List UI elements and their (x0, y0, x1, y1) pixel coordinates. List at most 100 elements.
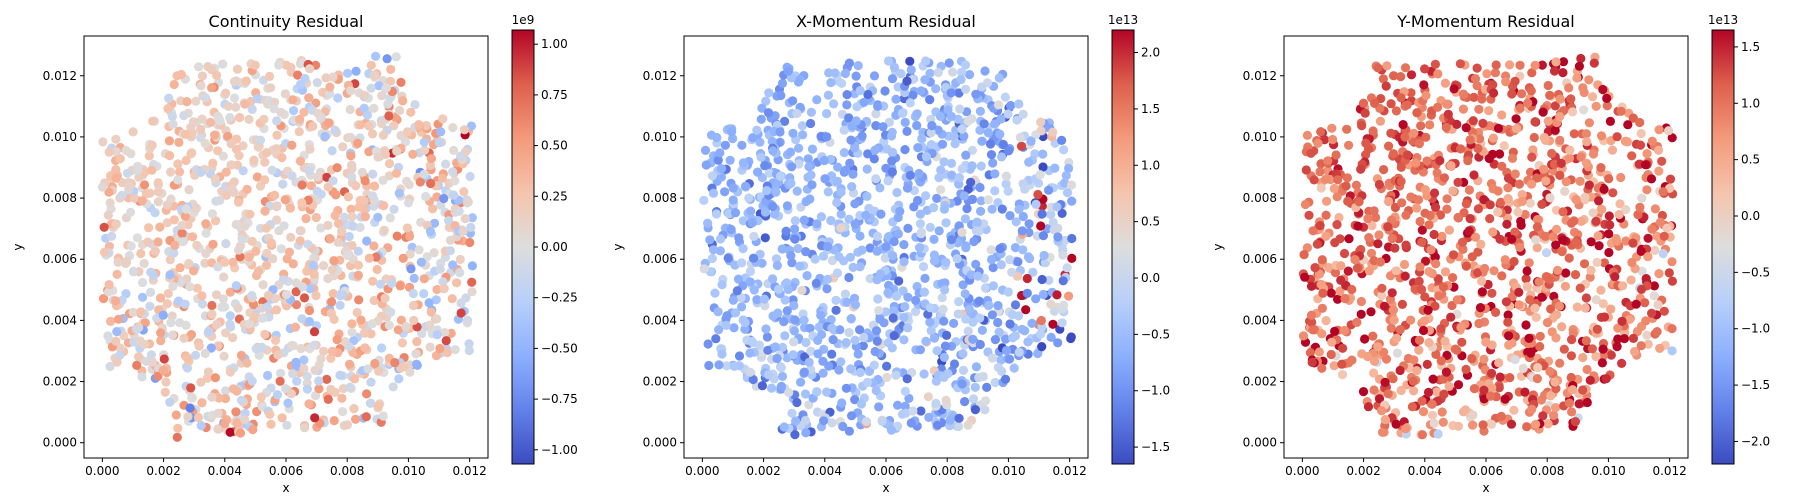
scatter-point (1527, 152, 1537, 162)
scatter-point (1399, 259, 1410, 270)
scatter-point (864, 203, 874, 213)
scatter-point (728, 183, 738, 193)
scatter-point (1386, 99, 1396, 109)
scatter-point (192, 283, 202, 293)
scatter-point (902, 183, 913, 193)
scatter-point (851, 71, 861, 81)
scatter-point (1003, 287, 1013, 297)
scatter-point (814, 322, 824, 332)
scatter-point (225, 319, 235, 329)
scatter-point (900, 145, 910, 155)
scatter-point (211, 290, 222, 300)
scatter-point (1545, 275, 1555, 285)
scatter-point (1425, 120, 1435, 130)
scatter-point (1013, 257, 1023, 267)
scatter-point (1457, 237, 1468, 247)
scatter-point (775, 127, 785, 137)
scatter-point (289, 106, 299, 116)
scatter-point (925, 68, 935, 78)
scatter-point (1422, 359, 1432, 369)
colorbar-tick-label: 0.5 (1141, 215, 1160, 229)
scatter-point (1598, 84, 1608, 95)
scatter-point (1582, 364, 1592, 375)
scatter-point (1438, 282, 1449, 292)
scatter-point (1576, 216, 1586, 226)
scatter-point (768, 146, 778, 156)
scatter-point (840, 68, 851, 79)
scatter-point (282, 420, 292, 430)
scatter-point (1474, 104, 1484, 114)
scatter-point (1514, 300, 1524, 310)
scatter-point (1429, 229, 1439, 240)
colorbar-tick-label: −1.0 (1141, 384, 1170, 398)
scatter-point (728, 134, 738, 144)
scatter-point (1489, 88, 1499, 98)
scatter-point (959, 131, 969, 141)
scatter-point (397, 338, 407, 348)
scatter-point (1062, 188, 1073, 198)
scatter-point (988, 263, 998, 273)
scatter-point (182, 352, 192, 363)
scatter-point (300, 423, 310, 433)
scatter-point (881, 242, 891, 252)
scatter-point (367, 191, 378, 201)
scatter-point (957, 124, 967, 134)
scatter-point (1414, 345, 1424, 355)
scatter-point (426, 154, 436, 164)
scatter-point (1406, 88, 1416, 98)
colorbar-tick-label: 0.0 (1741, 209, 1760, 223)
scatter-point (126, 241, 136, 251)
scatter-point (919, 369, 929, 379)
scatter-point (1473, 143, 1483, 154)
scatter-point (290, 322, 300, 332)
scatter-point (273, 350, 283, 360)
scatter-point (261, 223, 271, 233)
scatter-point (813, 335, 823, 345)
scatter-point (857, 131, 867, 141)
scatter-point (997, 204, 1007, 214)
scatter-point (458, 226, 468, 236)
scatter-point (262, 302, 272, 312)
scatter-point (264, 71, 275, 81)
scatter-point (1422, 156, 1432, 166)
scatter-point (740, 324, 750, 334)
x-tick-label: 0.008 (330, 464, 364, 478)
scatter-point (1417, 225, 1427, 235)
scatter-point (738, 158, 749, 168)
scatter-point (1531, 419, 1541, 429)
scatter-point (388, 382, 398, 392)
scatter-point (1057, 318, 1067, 328)
scatter-point (1332, 220, 1342, 230)
scatter-point (1565, 145, 1575, 155)
scatter-point (822, 109, 832, 119)
scatter-point (788, 350, 798, 360)
scatter-point (925, 222, 935, 232)
scatter-point (1441, 367, 1451, 377)
scatter-point (1431, 349, 1441, 359)
scatter-point (288, 341, 298, 351)
scatter-point (789, 326, 800, 336)
scatter-point (1061, 170, 1071, 181)
scatter-point (280, 195, 290, 205)
scatter-point (304, 93, 314, 103)
scatter-point (434, 138, 444, 148)
scatter-point (878, 122, 888, 132)
scatter-point (405, 367, 415, 377)
scatter-point (1380, 415, 1390, 425)
scatter-point (1503, 183, 1513, 193)
scatter-point (906, 418, 916, 428)
scatter-point (439, 284, 449, 294)
scatter-point (187, 148, 197, 158)
scatter-point (359, 196, 369, 206)
scatter-point (1530, 60, 1540, 70)
scatter-point (970, 382, 980, 392)
scatter-point (1396, 162, 1406, 172)
scatter-point (812, 219, 822, 229)
scatter-point (1401, 210, 1411, 220)
scatter-point (775, 171, 786, 181)
scatter-point (715, 246, 726, 256)
scatter-point (155, 222, 165, 232)
scatter-point (261, 260, 272, 270)
y-tick-label: 0.004 (643, 313, 677, 327)
scatter-point (367, 319, 377, 329)
